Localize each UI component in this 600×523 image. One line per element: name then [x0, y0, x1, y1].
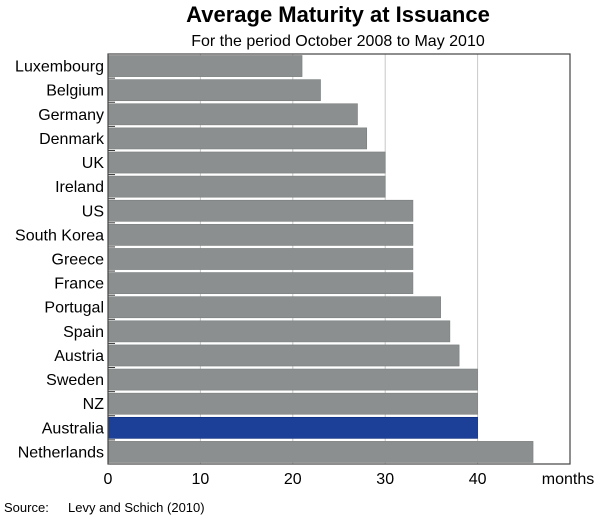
category-label: France: [54, 276, 104, 293]
category-label: US: [82, 203, 104, 220]
source-text: Levy and Schich (2010): [68, 500, 205, 515]
category-label: Austria: [54, 348, 104, 365]
x-tick-label: 40: [469, 471, 487, 488]
category-label: South Korea: [15, 227, 104, 244]
bar-us: [107, 199, 414, 222]
x-axis-label: months: [542, 471, 594, 488]
bar-south-korea: [107, 224, 414, 246]
category-label: Netherlands: [18, 444, 104, 461]
category-label: Germany: [38, 107, 104, 124]
bar-denmark: [107, 127, 368, 150]
category-label: Greece: [52, 252, 105, 269]
bar-australia: [107, 416, 478, 439]
category-label: Belgium: [46, 83, 104, 100]
x-tick-label: 10: [192, 471, 210, 488]
category-label: Sweden: [46, 372, 104, 389]
bar-ireland: [107, 175, 386, 198]
category-label: Portugal: [44, 300, 104, 317]
category-label: NZ: [83, 396, 105, 413]
category-label: Luxembourg: [15, 59, 104, 76]
x-tick-label: 30: [376, 471, 394, 488]
category-label: UK: [82, 155, 105, 172]
bar-sweden: [107, 368, 478, 391]
category-label: Spain: [63, 324, 104, 341]
category-label: Ireland: [55, 179, 104, 196]
x-tick-label: 0: [104, 471, 113, 488]
chart-subtitle: For the period October 2008 to May 2010: [191, 33, 485, 50]
x-tick-label: 20: [284, 471, 302, 488]
plot-frame: [107, 53, 571, 465]
bar-belgium: [107, 79, 321, 102]
bar-germany: [107, 103, 358, 126]
chart-title: Average Maturity at Issuance: [186, 2, 490, 27]
bar-spain: [107, 320, 451, 343]
bar-luxembourg: [107, 55, 303, 77]
category-label: Denmark: [39, 131, 105, 148]
bar-uk: [107, 151, 386, 174]
bar-portugal: [107, 296, 441, 319]
source-label: Source:: [4, 500, 49, 515]
bar-netherlands: [107, 441, 534, 463]
category-label: Australia: [42, 420, 104, 437]
bar-austria: [107, 344, 460, 367]
bar-greece: [107, 248, 414, 270]
bar-nz: [107, 392, 478, 415]
bar-france: [107, 272, 414, 294]
